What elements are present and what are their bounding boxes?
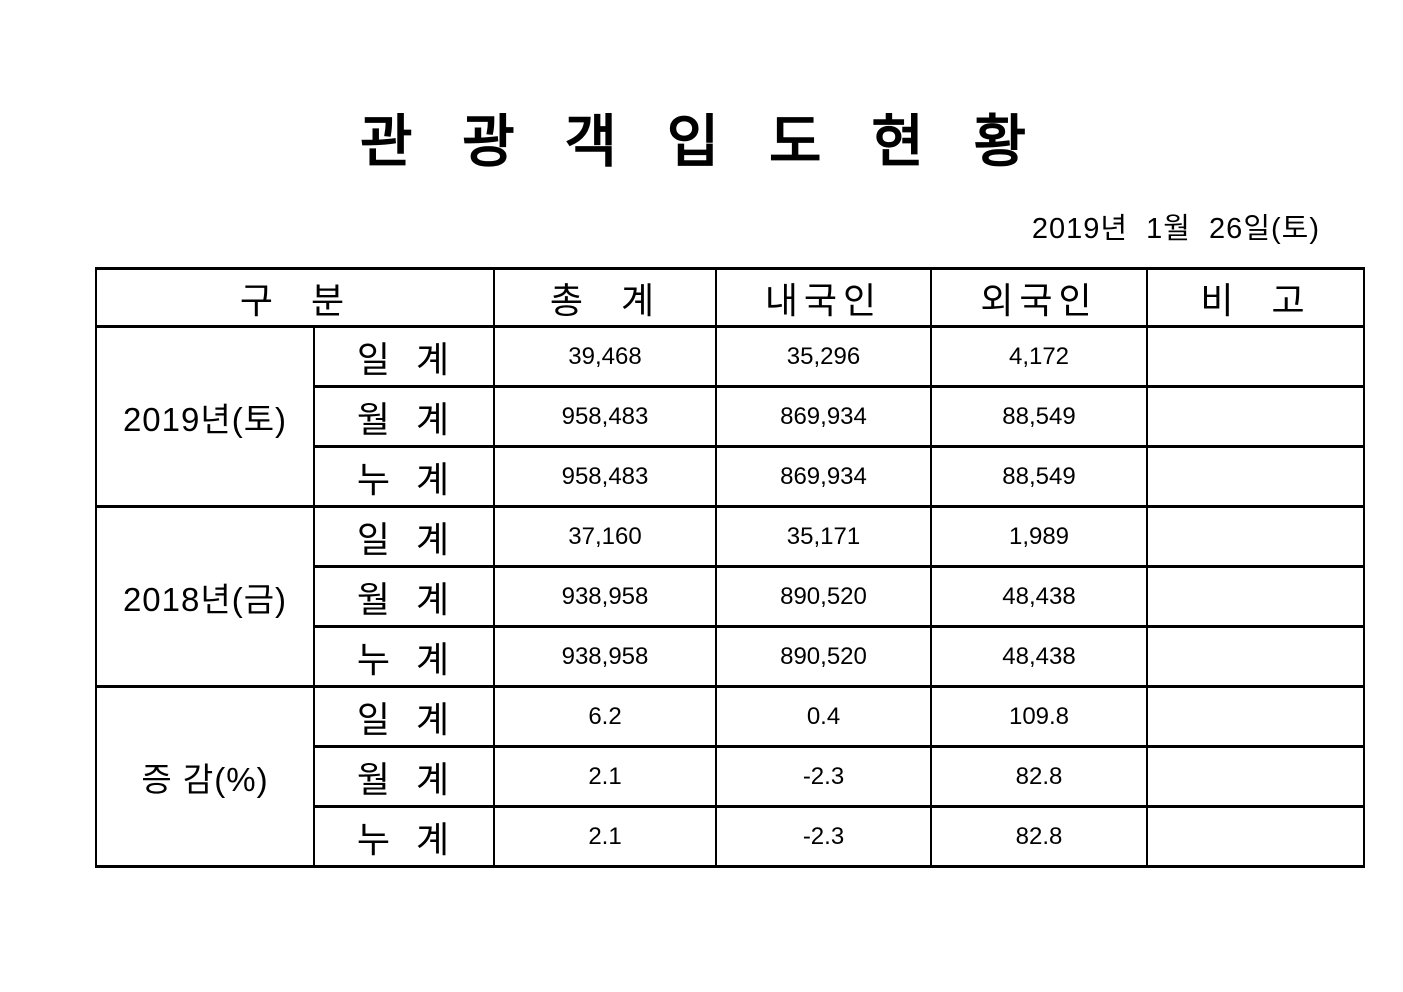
tourist-arrival-table: 구 분 총 계 내국인 외국인 비 고 2019년(토) 일 계 39,468 … [95, 267, 1365, 868]
report-date: 2019년 1월 26일(토) [1031, 213, 1320, 245]
row-label: 일 계 [313, 325, 495, 388]
table-row: 월 계 938,958 890,520 48,438 [96, 565, 1365, 628]
value-domestic: 869,934 [715, 385, 932, 448]
note-cell [1146, 325, 1365, 388]
value-foreign: 88,549 [930, 385, 1148, 448]
value-foreign: 1,989 [930, 505, 1148, 568]
table-row: 누 계 958,483 869,934 88,549 [96, 445, 1365, 508]
row-label: 월 계 [313, 385, 495, 448]
value-domestic: 890,520 [715, 565, 932, 628]
value-domestic: -2.3 [715, 805, 932, 868]
header-category: 구 분 [95, 267, 495, 328]
header-total: 총 계 [493, 267, 717, 328]
table-row: 누 계 938,958 890,520 48,438 [96, 625, 1365, 688]
row-label: 누 계 [313, 445, 495, 508]
group-label-change-pct: 증 감(%) [95, 685, 315, 868]
value-total: 958,483 [493, 445, 717, 508]
value-total: 6.2 [493, 685, 717, 748]
value-foreign: 88,549 [930, 445, 1148, 508]
value-foreign: 109.8 [930, 685, 1148, 748]
value-foreign: 48,438 [930, 565, 1148, 628]
value-foreign: 48,438 [930, 625, 1148, 688]
value-total: 938,958 [493, 565, 717, 628]
group-label-2019: 2019년(토) [95, 325, 315, 508]
value-total: 2.1 [493, 805, 717, 868]
note-cell [1146, 445, 1365, 508]
row-label: 누 계 [313, 625, 495, 688]
value-domestic: 35,171 [715, 505, 932, 568]
table-row: 누 계 2.1 -2.3 82.8 [96, 805, 1365, 868]
row-label: 월 계 [313, 745, 495, 808]
value-foreign: 82.8 [930, 745, 1148, 808]
note-cell [1146, 505, 1365, 568]
table-row: 2018년(금) 일 계 37,160 35,171 1,989 [95, 505, 1365, 688]
value-total: 37,160 [493, 505, 717, 568]
header-note: 비 고 [1146, 267, 1365, 328]
table-row: 월 계 958,483 869,934 88,549 [96, 385, 1365, 448]
note-cell [1146, 685, 1365, 748]
value-domestic: 869,934 [715, 445, 932, 508]
note-cell [1146, 385, 1365, 448]
value-total: 2.1 [493, 745, 717, 808]
table-row: 월 계 2.1 -2.3 82.8 [96, 745, 1365, 808]
table-row: 증 감(%) 일 계 6.2 0.4 109.8 [95, 685, 1365, 868]
value-total: 958,483 [493, 385, 717, 448]
header-domestic: 내국인 [715, 267, 932, 328]
header-row: 구 분 총 계 내국인 외국인 비 고 [95, 267, 1365, 328]
value-domestic: -2.3 [715, 745, 932, 808]
row-label: 일 계 [313, 505, 495, 568]
value-foreign: 82.8 [930, 805, 1148, 868]
value-foreign: 4,172 [930, 325, 1148, 388]
row-label: 월 계 [313, 565, 495, 628]
row-label: 일 계 [313, 685, 495, 748]
value-total: 39,468 [493, 325, 717, 388]
note-cell [1146, 625, 1365, 688]
note-cell [1146, 565, 1365, 628]
note-cell [1146, 805, 1365, 868]
value-domestic: 35,296 [715, 325, 932, 388]
value-domestic: 0.4 [715, 685, 932, 748]
note-cell [1146, 745, 1365, 808]
table-row: 2019년(토) 일 계 39,468 35,296 4,172 [95, 325, 1365, 508]
value-domestic: 890,520 [715, 625, 932, 688]
page-title: 관 광 객 입 도 현 황 [359, 110, 1044, 174]
value-total: 938,958 [493, 625, 717, 688]
group-label-2018: 2018년(금) [95, 505, 315, 688]
row-label: 누 계 [313, 805, 495, 868]
header-foreign: 외국인 [930, 267, 1148, 328]
